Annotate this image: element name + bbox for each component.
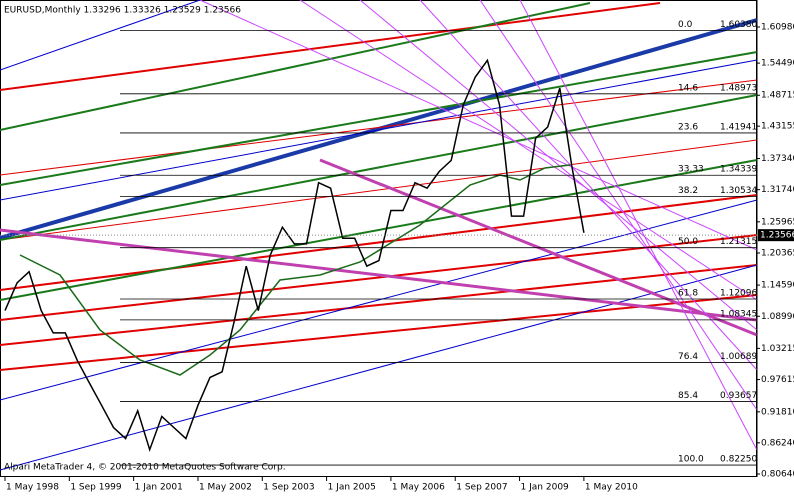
y-tick-label: 1.08990 — [761, 312, 794, 322]
x-tick-label: 1 May 1998 — [6, 483, 59, 493]
y-tick-label: 1.20365 — [761, 248, 794, 258]
fib-price-label: 0.93657 — [720, 391, 757, 401]
fib-level-label: 14.6 — [678, 83, 698, 93]
fib-price-label: 1.41941 — [720, 122, 757, 132]
y-tick-label: 1.03215 — [761, 344, 794, 354]
fib-level-label: 33.33 — [678, 165, 704, 175]
y-tick-label: 1.54490 — [761, 59, 794, 69]
fib-price-label: 1.60380 — [720, 20, 757, 30]
fib-level-label: 38.2 — [678, 186, 698, 196]
y-tick-label: 1.60980 — [761, 23, 794, 33]
fib-level-label: 23.6 — [678, 122, 698, 132]
fib-price-label: 1.34339 — [720, 165, 757, 175]
fib-price-label: 1.00689 — [720, 352, 757, 362]
fib-level-label: 100.0 — [678, 455, 704, 465]
y-tick-label: 1.31740 — [761, 185, 794, 195]
y-tick-label: 0.97615 — [761, 375, 794, 385]
y-tick-label: 0.80640 — [761, 470, 794, 480]
current-price-label: 1.23566 — [760, 231, 794, 241]
fib-level-label: 50.0 — [678, 237, 698, 247]
fib-price-label: 1.21315 — [720, 237, 757, 247]
fib-price-label: 1.08345 — [720, 309, 757, 319]
fib-price-label: 1.48973 — [720, 83, 757, 93]
x-tick-label: 1 May 2010 — [585, 483, 638, 493]
fib-level-label: 0.0 — [678, 20, 693, 30]
y-tick-label: 1.14590 — [761, 281, 794, 291]
x-tick-label: 1 Sep 1999 — [70, 483, 122, 493]
fib-price-label: 1.30534 — [720, 186, 757, 196]
fib-level-label: 76.4 — [678, 352, 698, 362]
x-tick-label: 1 Sep 2007 — [456, 483, 507, 493]
x-tick-label: 1 Jan 2001 — [135, 483, 183, 493]
y-tick-label: 1.43155 — [761, 122, 794, 132]
x-tick-label: 1 May 2002 — [199, 483, 252, 493]
x-tick-label: 1 Sep 2003 — [263, 483, 314, 493]
fib-price-label: 0.82250 — [720, 455, 757, 465]
x-tick-label: 1 May 2006 — [392, 483, 445, 493]
x-tick-label: 1 Jan 2005 — [328, 483, 376, 493]
y-tick-label: 1.48715 — [761, 91, 794, 101]
price-line — [4, 58, 585, 453]
fib-price-label: 1.12096 — [720, 288, 757, 298]
x-tick-label: 1 Jan 2009 — [521, 483, 569, 493]
y-tick-label: 1.25965 — [761, 217, 794, 227]
footer: Alpari MetaTrader 4, © 2001-2010 MetaQuo… — [4, 463, 286, 473]
current-price-box — [758, 229, 794, 242]
fib-level-label: 61.8 — [678, 288, 698, 298]
chart-title: EURUSD,Monthly 1.33296 1.33326 1.23529 1… — [4, 6, 241, 16]
fib-level-label: 85.4 — [678, 391, 698, 401]
y-tick-label: 1.37340 — [761, 154, 794, 164]
